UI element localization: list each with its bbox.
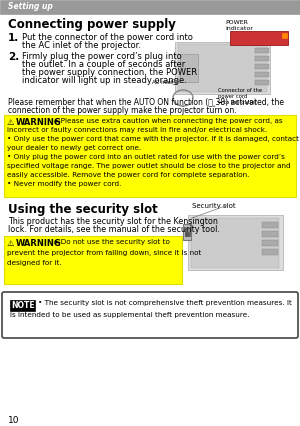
Bar [255,56,269,61]
Text: Connecting power supply: Connecting power supply [8,18,176,31]
Text: WARNING: WARNING [16,118,62,127]
Text: POWER
indicator: POWER indicator [225,20,253,31]
Bar [4,115,296,197]
Text: the outlet. In a couple of seconds after: the outlet. In a couple of seconds after [22,60,185,69]
Text: prevent the projector from falling down, since it is not: prevent the projector from falling down,… [7,250,201,256]
Text: ►Please use extra caution when connecting the power cord, as: ►Please use extra caution when connectin… [55,118,283,124]
Bar [255,72,269,77]
Text: easily accessible. Remove the power cord for complete separation.: easily accessible. Remove the power cord… [7,172,249,178]
Text: • Only plug the power cord into an outlet rated for use with the power cord’s: • Only plug the power cord into an outle… [7,154,285,160]
Bar [10,300,35,311]
Text: connection of the power supply make the projector turn on.: connection of the power supply make the … [8,106,237,115]
Text: is intended to be used as supplemental theft prevention measure.: is intended to be used as supplemental t… [10,312,250,318]
Text: POWER: POWER [246,32,272,37]
Bar [188,215,283,270]
Text: • Never modify the power cord.: • Never modify the power cord. [7,181,122,187]
Bar [175,42,270,94]
Bar [230,31,288,45]
Text: Please remember that when the AUTO ON function (⌸‸38) activated, the: Please remember that when the AUTO ON fu… [8,98,284,107]
Text: Security slot: Security slot [192,203,236,209]
Bar [262,222,278,228]
Bar [255,48,269,53]
Bar [0,0,300,14]
Text: Setting up: Setting up [8,2,53,11]
Text: your dealer to newly get correct one.: your dealer to newly get correct one. [7,145,141,151]
Text: This product has the security slot for the Kensington: This product has the security slot for t… [8,217,218,226]
Text: WARNING: WARNING [16,239,62,248]
Text: • Only use the power cord that came with the projector. If it is damaged, contac: • Only use the power cord that came with… [7,136,299,142]
Bar [262,240,278,246]
Text: Using the security slot: Using the security slot [8,203,158,216]
Text: 10: 10 [8,416,20,425]
FancyBboxPatch shape [2,292,298,338]
Text: Firmly plug the power cord’s plug into: Firmly plug the power cord’s plug into [22,52,182,61]
Bar [183,224,191,240]
Bar [255,80,269,85]
Text: ►Do not use the security slot to: ►Do not use the security slot to [55,239,170,245]
Bar [191,218,279,268]
Text: NOTE: NOTE [11,301,35,310]
Text: Put the connector of the power cord into: Put the connector of the power cord into [22,33,193,42]
Bar [178,44,267,92]
Bar [185,232,189,236]
Bar [4,236,182,284]
Text: the AC inlet of the projector.: the AC inlet of the projector. [22,41,141,50]
Text: ⚠: ⚠ [7,239,14,248]
Bar [262,249,278,255]
Text: incorrect or faulty connections may result in fire and/or electrical shock.: incorrect or faulty connections may resu… [7,127,267,133]
Bar [185,228,190,236]
Text: specified voltage range. The power outlet should be close to the projector and: specified voltage range. The power outle… [7,163,291,169]
Text: indicator will light up in steady orange.: indicator will light up in steady orange… [22,76,187,85]
Text: ⚠: ⚠ [7,118,14,127]
Text: • The security slot is not comprehensive theft prevention measures. It: • The security slot is not comprehensive… [38,300,292,306]
Text: lock. For details, see the manual of the security tool.: lock. For details, see the manual of the… [8,225,220,234]
Text: 2.: 2. [8,52,19,62]
Bar [282,33,287,38]
Text: 1.: 1. [8,33,19,43]
Bar [262,231,278,237]
Text: AC inlet: AC inlet [152,80,173,85]
Bar [255,64,269,69]
Bar [180,54,198,82]
Text: Connector of the
power cord
➡ to the outlet: Connector of the power cord ➡ to the out… [218,88,262,105]
Text: the power supply connection, the POWER: the power supply connection, the POWER [22,68,197,77]
Text: designed for it.: designed for it. [7,260,62,266]
